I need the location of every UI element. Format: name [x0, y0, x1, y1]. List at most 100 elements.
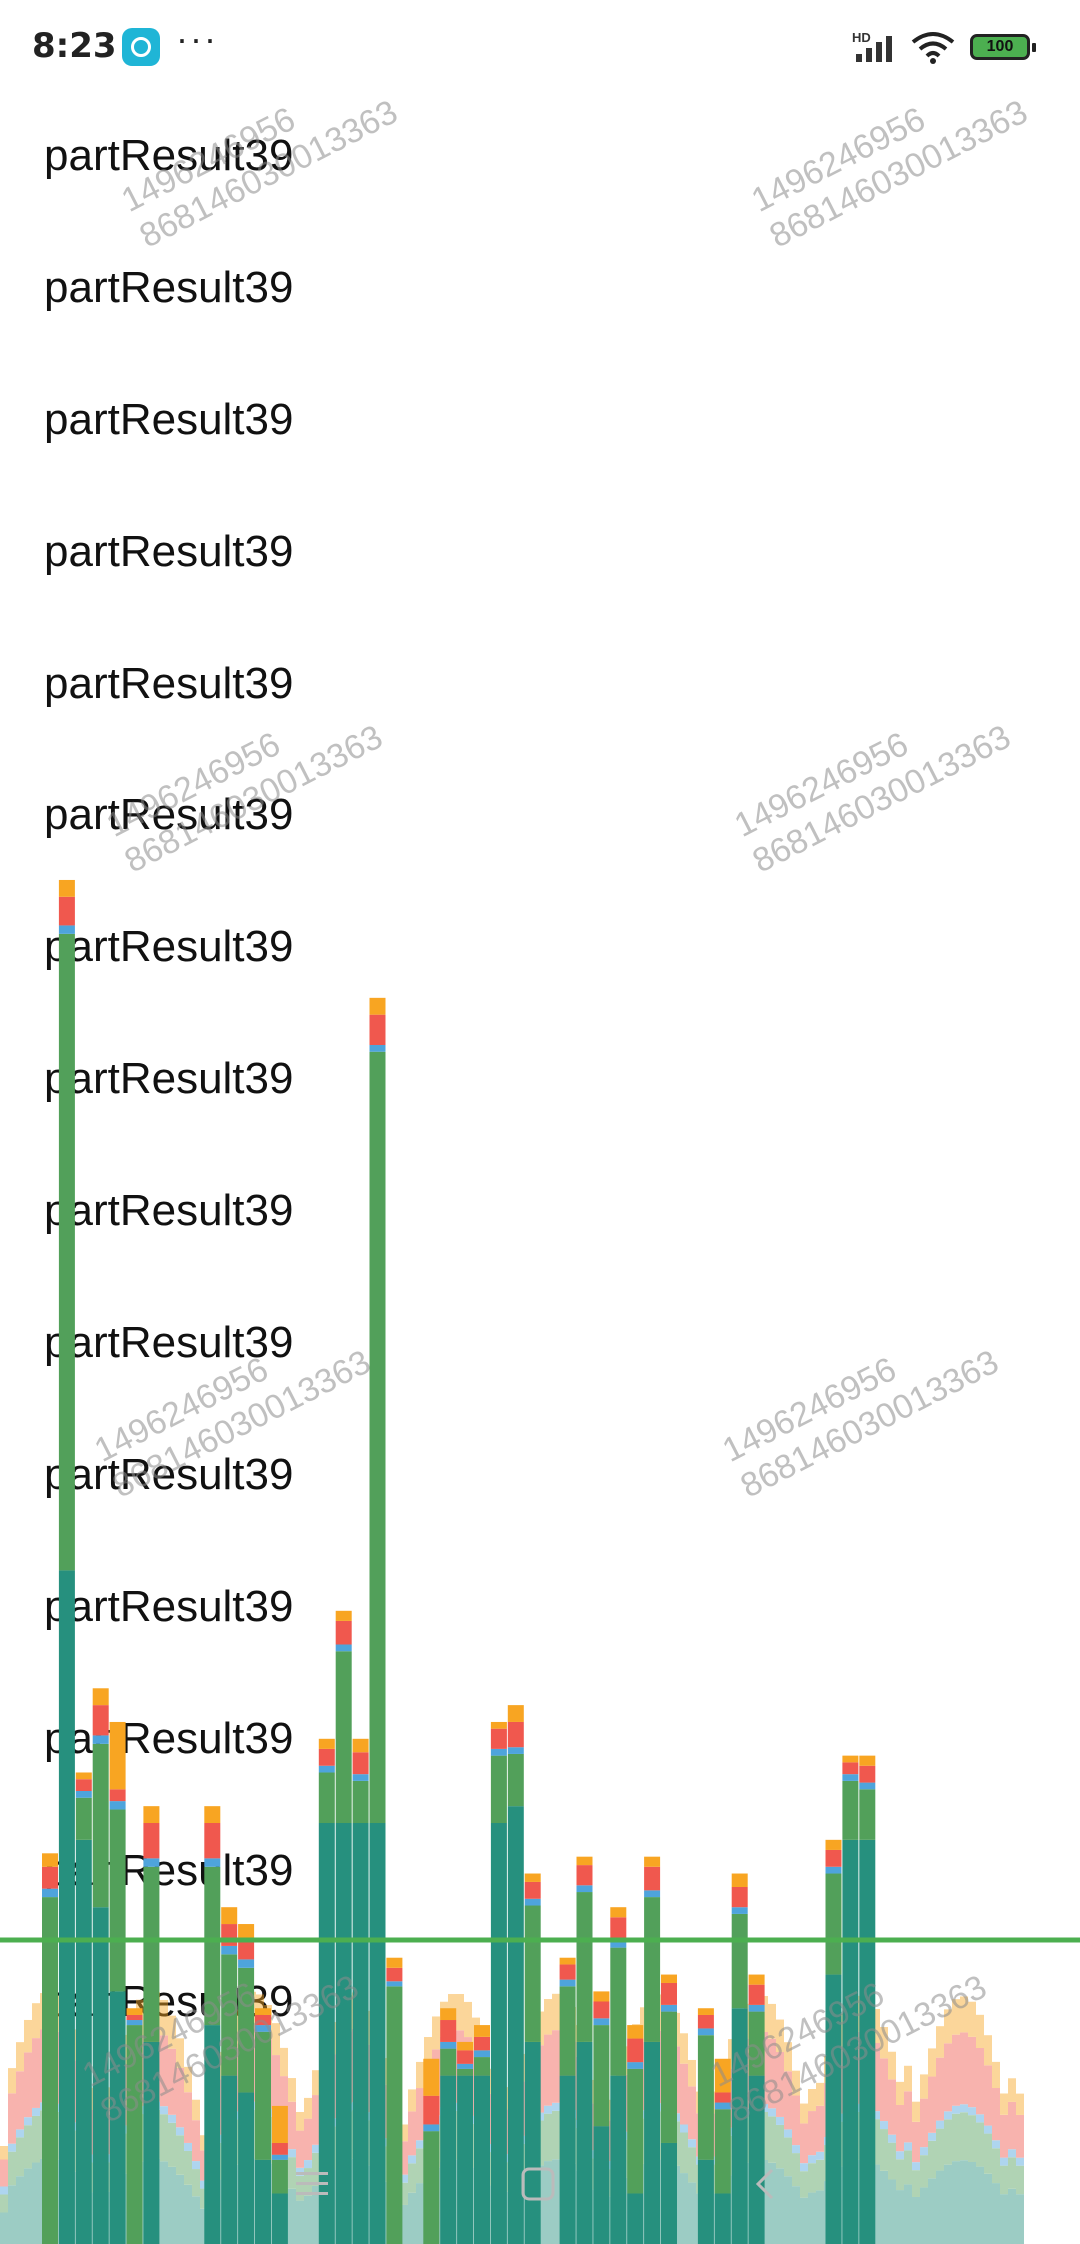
background-bar-segment [912, 2101, 920, 2122]
bar-segment-green [697, 2035, 714, 2160]
background-bar-segment [912, 2162, 920, 2171]
bar-segment-green [318, 1772, 335, 1823]
background-bar-segment [24, 2052, 32, 2118]
result-item: partResult39 [44, 131, 294, 180]
background-bar-segment [896, 2104, 904, 2152]
background-bar-segment [920, 2098, 928, 2148]
bar-segment-blue [627, 2062, 644, 2069]
result-item: partResult39 [44, 1581, 294, 1631]
background-bar-segment [816, 2151, 824, 2160]
background-bar-segment [1000, 2157, 1008, 2166]
bar-segment-blue [731, 1907, 748, 1914]
bar-segment-blue [238, 1959, 255, 1968]
stacked-bar [507, 1705, 524, 2244]
bar-segment-orange [507, 1705, 524, 1722]
background-bar-segment [288, 2149, 296, 2158]
stacked-bar [271, 2105, 288, 2244]
background-bar-segment [416, 2061, 424, 2089]
background-bar-segment [296, 2167, 304, 2176]
bar-segment-red [697, 2014, 714, 2029]
bar-segment-blue [559, 1979, 576, 1987]
bar-segment-red [576, 1865, 593, 1886]
bar-segment-orange [255, 2008, 271, 2015]
bar-segment-green [457, 2068, 474, 2076]
background-bar-segment [24, 2168, 32, 2244]
background-bar-segment [408, 2089, 416, 2112]
background-bar-segment [688, 2139, 696, 2148]
background-bar-segment [808, 2163, 816, 2193]
stacked-bar [627, 2025, 644, 2244]
background-bar-segment [400, 2124, 408, 2142]
bar-segment-teal [58, 1570, 75, 2244]
bar-segment-blue [221, 1945, 238, 1955]
bar-segment-teal [507, 1806, 524, 2244]
bar-segment-teal [204, 2025, 221, 2244]
bar-segment-teal [524, 2041, 541, 2244]
bar-segment-blue [457, 2063, 474, 2069]
background-bar-segment [176, 2038, 184, 2068]
menu-icon[interactable] [292, 2164, 332, 2204]
bar-segment-blue [92, 1735, 109, 1744]
background-bar-segment [416, 2148, 424, 2184]
background-bar-segment [792, 2070, 800, 2096]
background-bar-segment [1000, 2194, 1008, 2244]
background-bar-segment [184, 2150, 192, 2185]
background-bar-segment [184, 2092, 192, 2143]
stacked-bar [748, 1974, 765, 2244]
result-item: partResult39 [44, 922, 294, 972]
background-bar-segment [952, 2105, 960, 2114]
background-bar-segment [8, 2185, 16, 2244]
bar-segment-orange [238, 1924, 255, 1938]
stacked-bar [335, 1610, 352, 2244]
background-bar-segment [432, 2016, 440, 2050]
background-bar-segment [0, 2194, 8, 2213]
home-square-icon[interactable] [518, 2164, 558, 2204]
background-bar-segment [544, 2161, 552, 2244]
bar-segment-blue [369, 1044, 386, 1052]
background-bar-segment [992, 2183, 1000, 2244]
background-bar-segment [640, 2118, 648, 2164]
background-bar-segment [552, 1993, 560, 2031]
background-bar-segment [816, 2190, 824, 2244]
bar-segment-teal [143, 2041, 160, 2244]
bar-segment-red [369, 1014, 386, 1045]
bar-segment-teal [593, 2126, 610, 2244]
background-bar-segment [200, 2135, 208, 2151]
background-bar-segment [1016, 2157, 1024, 2166]
bar-segment-teal [748, 2075, 765, 2244]
bar-segment-orange [75, 1772, 92, 1780]
stacked-bar [92, 1688, 109, 2244]
background-bar-segment [808, 2192, 816, 2244]
result-item: partResult39 [44, 526, 294, 576]
background-bar-segment [880, 2129, 888, 2171]
bar-segment-orange [204, 1806, 221, 1823]
back-chevron-icon[interactable] [746, 2164, 786, 2204]
bar-segment-red [42, 1866, 58, 1889]
bar-segment-orange [859, 1755, 876, 1766]
background-bar-segment [784, 2137, 792, 2177]
background-bar-segment [552, 2102, 560, 2111]
background-bar-segment [176, 2127, 184, 2136]
background-bar-segment [1008, 2078, 1016, 2102]
bar-segment-blue [386, 1981, 403, 1987]
background-bar-segment [520, 2053, 528, 2082]
background-bar-segment [784, 2071, 792, 2130]
background-bar-segment [168, 2122, 176, 2167]
bar-segment-red [75, 1779, 92, 1792]
bar-segment-teal [627, 2193, 644, 2244]
bar-segment-teal [221, 2075, 238, 2244]
background-bar-segment [1000, 2093, 1008, 2115]
background-bar-segment [968, 2107, 976, 2116]
bar-segment-orange [335, 1610, 352, 1621]
background-bar-segment [168, 2166, 176, 2244]
bar-segment-red [109, 1789, 126, 1802]
bar-segment-blue [440, 2041, 457, 2049]
background-bar-segment [416, 2140, 424, 2149]
stacked-bar [423, 2058, 440, 2244]
background-bar-segment [960, 1996, 968, 2033]
bar-segment-blue [610, 1940, 627, 1948]
background-bar-segment [1000, 2114, 1008, 2158]
result-item: partResult39 [44, 1318, 294, 1368]
background-bar-segment [928, 2132, 936, 2141]
